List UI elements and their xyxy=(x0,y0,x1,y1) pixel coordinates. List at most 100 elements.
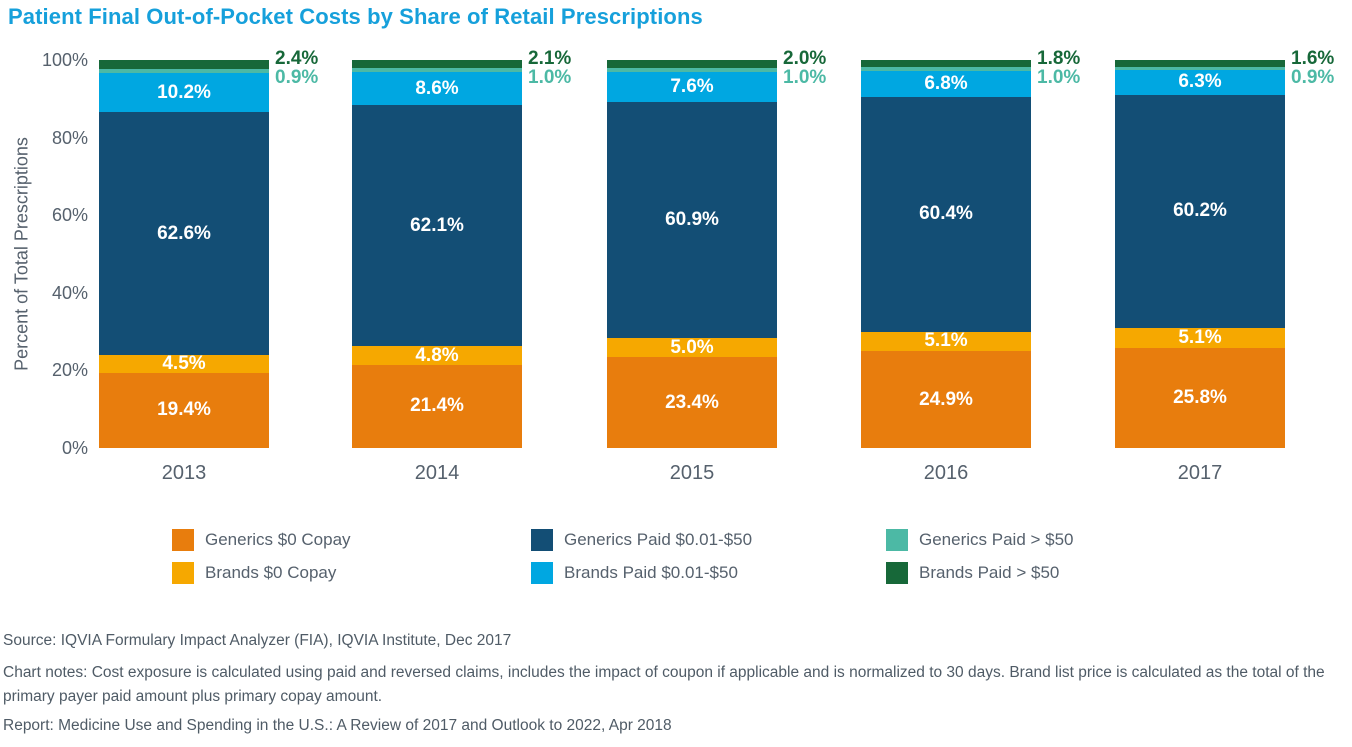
segment-value-label: 21.4% xyxy=(410,395,464,417)
bar-segment-generics-paid-0-01-50: 62.1% xyxy=(352,105,522,347)
bar-segment-generics-paid-50 xyxy=(1115,66,1285,71)
bar-top-labels: 2.4% 0.9% xyxy=(275,49,318,87)
bar-segment-brands-paid-50 xyxy=(99,60,269,70)
report-note: Report: Medicine Use and Spending in the… xyxy=(3,717,672,734)
x-tick-label-2017: 2017 xyxy=(1177,462,1223,484)
segment-value-label: 5.0% xyxy=(670,336,714,358)
legend-item-brands-paid-0-01-50: Brands Paid $0.01-$50 xyxy=(531,562,738,584)
x-tick-label-2013: 2013 xyxy=(161,462,207,484)
top-label-brands-paid-50: 1.8% xyxy=(1037,48,1081,69)
bar-segment-generics-0-copay: 25.8% xyxy=(1115,347,1285,448)
legend-swatch-brands-paid-50 xyxy=(886,562,908,584)
bar-segment-brands-paid-50 xyxy=(352,60,522,69)
bar-segment-generics-0-copay: 21.4% xyxy=(352,364,522,448)
top-label-generics-paid-50: 1.0% xyxy=(528,67,572,88)
legend-label: Generics $0 Copay xyxy=(205,530,351,549)
bar-segment-generics-paid-50 xyxy=(861,66,1031,71)
y-axis-title: Percent of Total Prescriptions xyxy=(11,137,32,371)
stacked-bar-chart: Percent of Total Prescriptions 0% 20% 40% 6… xyxy=(11,49,1335,484)
legend-label: Brands Paid $0.01-$50 xyxy=(564,563,738,582)
top-label-brands-paid-50: 2.0% xyxy=(783,48,827,69)
bar-segment-brands-paid-0-01-50: 7.6% xyxy=(607,72,777,102)
bar-segment-generics-0-copay: 19.4% xyxy=(99,372,269,448)
bar-segment-generics-0-copay: 23.4% xyxy=(607,357,777,448)
segment-value-label: 8.6% xyxy=(415,77,459,99)
bar-segment-brands-0-copay: 5.1% xyxy=(861,330,1031,352)
legend-swatch-generics-0-copay xyxy=(172,529,194,551)
bar-segment-brands-paid-50 xyxy=(1115,60,1285,67)
y-tick-label: 80% xyxy=(51,127,88,148)
top-label-generics-paid-50: 1.0% xyxy=(1037,67,1081,88)
bar-segment-brands-paid-0-01-50: 10.2% xyxy=(99,72,269,113)
legend-label: Generics Paid > $50 xyxy=(919,530,1074,549)
bar-segment-generics-paid-50 xyxy=(352,68,522,73)
top-label-brands-paid-50: 2.1% xyxy=(528,48,572,69)
segment-value-label: 7.6% xyxy=(670,75,714,97)
bar-segment-generics-paid-0-01-50: 60.2% xyxy=(1115,94,1285,329)
legend-swatch-brands-paid-0-01-50 xyxy=(531,562,553,584)
segment-value-label: 60.2% xyxy=(1173,200,1227,222)
bar-top-labels: 2.1% 1.0% xyxy=(528,49,571,87)
bar-segment-generics-paid-50 xyxy=(99,69,269,73)
legend-item-generics-paid-50: Generics Paid > $50 xyxy=(886,529,1074,551)
bar-segment-brands-paid-0-01-50: 8.6% xyxy=(352,72,522,106)
segment-value-label: 6.8% xyxy=(924,73,968,95)
bar-segment-brands-0-copay: 4.5% xyxy=(99,353,269,374)
y-tick-label: 100% xyxy=(41,50,88,70)
legend-item-brands-0-copay: Brands $0 Copay xyxy=(172,562,336,584)
segment-value-label: 60.9% xyxy=(665,208,719,230)
bar-segment-brands-paid-0-01-50: 6.8% xyxy=(861,70,1031,98)
chart-notes: Chart notes: Cost exposure is calculated… xyxy=(3,664,1325,706)
segment-value-label: 19.4% xyxy=(157,399,211,421)
bar-top-labels: 2.0% 1.0% xyxy=(783,49,826,87)
y-tick-label: 0% xyxy=(61,438,88,458)
legend-swatch-brands-0-copay xyxy=(172,562,194,584)
segment-value-label: 23.4% xyxy=(665,391,719,413)
segment-value-label: 5.1% xyxy=(924,330,968,352)
legend-label: Generics Paid $0.01-$50 xyxy=(564,530,753,549)
legend-item-generics-paid-0-01-50: Generics Paid $0.01-$50 xyxy=(531,529,752,551)
segment-value-label: 62.1% xyxy=(410,214,464,236)
top-label-generics-paid-50: 0.9% xyxy=(1291,67,1335,88)
bar-top-labels: 1.6% 0.9% xyxy=(1291,49,1334,87)
segment-value-label: 6.3% xyxy=(1178,71,1222,93)
x-tick-label-2016: 2016 xyxy=(923,462,969,484)
segment-value-label: 60.4% xyxy=(919,203,973,225)
bar-segment-generics-paid-0-01-50: 60.4% xyxy=(861,97,1031,332)
legend-label: Brands $0 Copay xyxy=(205,563,337,582)
legend-item-brands-paid-50: Brands Paid > $50 xyxy=(886,562,1059,584)
y-tick-label: 60% xyxy=(51,205,88,226)
segment-value-label: 25.8% xyxy=(1173,386,1227,408)
bar-segment-brands-0-copay: 4.8% xyxy=(352,344,522,366)
bar-segment-brands-0-copay: 5.0% xyxy=(607,336,777,358)
bar-segment-generics-paid-0-01-50: 60.9% xyxy=(607,101,777,338)
legend-label: Brands Paid > $50 xyxy=(919,563,1060,582)
chart-title: Patient Final Out-of-Pocket Costs by Sha… xyxy=(8,4,703,29)
source-note: Source: IQVIA Formulary Impact Analyzer … xyxy=(3,632,512,649)
top-label-generics-paid-50: 1.0% xyxy=(783,67,827,88)
segment-value-label: 5.1% xyxy=(1178,326,1222,348)
legend-item-generics-0-copay: Generics $0 Copay xyxy=(172,529,351,551)
x-tick-label-2015: 2015 xyxy=(669,462,715,484)
top-label-brands-paid-50: 2.4% xyxy=(275,48,319,69)
bar-segment-brands-paid-50 xyxy=(861,60,1031,67)
bar-segment-brands-0-copay: 5.1% xyxy=(1115,326,1285,348)
bar-segment-generics-0-copay: 24.9% xyxy=(861,351,1031,448)
segment-value-label: 10.2% xyxy=(157,81,211,103)
segment-value-label: 24.9% xyxy=(919,388,973,410)
segment-value-label: 4.5% xyxy=(162,353,206,374)
segment-value-label: 4.8% xyxy=(415,344,459,366)
legend-swatch-generics-paid-50 xyxy=(886,529,908,551)
segment-value-label: 62.6% xyxy=(157,222,211,244)
top-label-generics-paid-50: 0.9% xyxy=(275,67,319,88)
bar-segment-generics-paid-50 xyxy=(607,68,777,73)
bar-segment-brands-paid-0-01-50: 6.3% xyxy=(1115,70,1285,95)
y-tick-label: 20% xyxy=(51,360,88,381)
x-tick-label-2014: 2014 xyxy=(414,462,460,484)
y-tick-label: 40% xyxy=(51,282,88,303)
bar-segment-brands-paid-50 xyxy=(607,60,777,69)
legend-swatch-generics-paid-0-01-50 xyxy=(531,529,553,551)
top-label-brands-paid-50: 1.6% xyxy=(1291,48,1335,69)
bar-top-labels: 1.8% 1.0% xyxy=(1037,49,1080,87)
